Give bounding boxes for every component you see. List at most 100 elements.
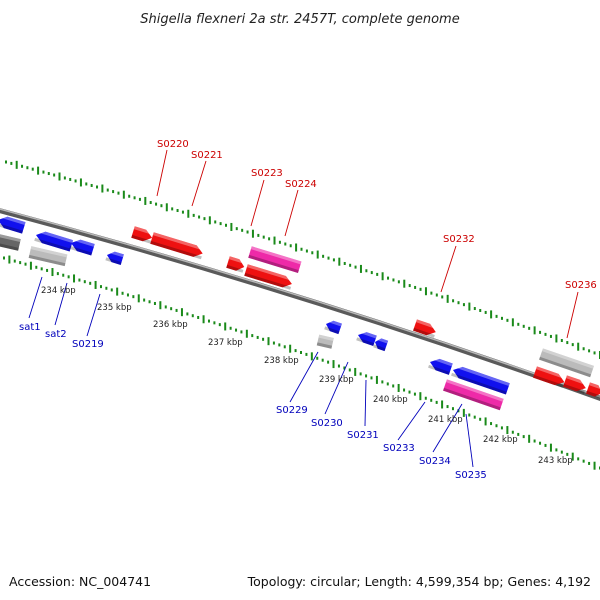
ruler-tick: [230, 222, 233, 231]
ruler-tick: [284, 242, 287, 246]
ruler-tick: [310, 352, 313, 361]
gene-label-S0223[interactable]: S0223: [251, 168, 283, 179]
ruler-tick: [138, 197, 141, 201]
ruler-tick: [214, 220, 217, 224]
gene-label-sat2[interactable]: sat2: [45, 329, 67, 340]
gene-shine: [228, 256, 247, 265]
ruler-tick: [35, 265, 38, 269]
ruler-tick: [5, 160, 7, 164]
ruler-tick: [555, 334, 558, 343]
ruler-tick: [311, 251, 314, 255]
ruler-tick: [468, 413, 471, 417]
ruler-tick: [56, 272, 59, 276]
gene-body: [0, 234, 21, 251]
ruler-tick: [63, 176, 66, 180]
gene-shade: [244, 272, 292, 290]
gene-label-S0230[interactable]: S0230: [311, 418, 343, 429]
ruler-tick: [549, 443, 552, 452]
gene-unlabeled-left: [0, 234, 21, 251]
gene-shade: [226, 264, 244, 273]
leader-line: [440, 245, 457, 293]
gene-label-S0236[interactable]: S0236: [565, 280, 597, 291]
gene-S0219: [105, 249, 124, 265]
ruler-tick: [133, 196, 136, 200]
gene-label-S0221[interactable]: S0221: [191, 150, 223, 161]
ruler-tick: [262, 337, 265, 341]
ruler-tick: [51, 268, 54, 277]
gene-body: [443, 379, 504, 411]
gene-body: [131, 226, 153, 242]
gene-label-S0232[interactable]: S0232: [443, 234, 475, 245]
ruler-tick: [462, 303, 465, 307]
ruler-tick: [144, 196, 147, 205]
gene-shade: [0, 242, 19, 251]
gene-S0232: [413, 319, 438, 338]
leader-line: [250, 179, 265, 227]
ruler-tick: [354, 265, 357, 269]
ruler-tick: [89, 281, 92, 285]
gene-S0237: [563, 375, 588, 394]
gene-shine: [0, 234, 21, 243]
ruler-tick: [337, 364, 340, 368]
gene-shine: [246, 264, 294, 282]
gene-shade: [316, 342, 333, 349]
leader-line: [397, 401, 426, 441]
gene-label-S0234[interactable]: S0234: [419, 456, 451, 467]
ruler-tick: [15, 160, 18, 169]
gene-label-S0224[interactable]: S0224: [285, 179, 317, 190]
ruler-tick: [128, 194, 131, 198]
tick-label-240: 240 kbp: [373, 395, 408, 405]
gene-label-S0233[interactable]: S0233: [383, 443, 415, 454]
gene-shade: [451, 372, 507, 395]
gene-shade: [533, 374, 564, 388]
gene-S0231: [356, 329, 377, 347]
ruler-tick: [40, 267, 43, 271]
gene-shine: [250, 246, 302, 265]
ruler-tick: [21, 164, 24, 168]
ruler-tick: [305, 249, 308, 253]
ruler-tick: [283, 345, 286, 349]
gene-label-S0235[interactable]: S0235: [455, 470, 487, 481]
gene-body: [248, 246, 302, 273]
ruler-tick: [148, 300, 151, 304]
ruler-tick: [26, 166, 29, 170]
gene-label-S0220[interactable]: S0220: [157, 139, 189, 150]
ruler-tick: [533, 439, 536, 443]
gene-unlabeled-sat: [28, 246, 68, 267]
ruler-tick: [582, 459, 585, 463]
ruler-tick: [47, 172, 50, 176]
gene-body: [375, 338, 389, 352]
ruler-tick: [332, 360, 335, 369]
gene-shade: [105, 257, 122, 265]
ruler-tick: [528, 326, 531, 330]
gene-label-S0231[interactable]: S0231: [347, 430, 379, 441]
gene-label-sat1[interactable]: sat1: [19, 322, 41, 333]
gene-shade: [248, 254, 299, 273]
ruler-tick: [414, 285, 417, 289]
ruler-tick: [560, 450, 563, 454]
ruler-tick: [153, 301, 156, 305]
ruler-tick: [560, 339, 563, 343]
gene-label-S0229[interactable]: S0229: [276, 405, 308, 416]
gene-shade: [586, 390, 600, 399]
ruler-tick: [99, 285, 102, 289]
ruler-tick: [58, 172, 61, 181]
ruler-tick: [278, 343, 281, 347]
ruler-tick: [235, 328, 238, 332]
gene-label-S0219[interactable]: S0219: [72, 339, 104, 350]
ruler-tick: [251, 229, 254, 238]
ruler-tick: [349, 263, 352, 267]
ruler-tick: [500, 426, 503, 430]
ruler-tick: [571, 452, 574, 461]
ruler-tick: [218, 323, 221, 327]
ruler-tick: [10, 161, 13, 165]
ruler-tick: [392, 384, 395, 388]
ruler-tick: [365, 374, 368, 378]
gene-sat1: [34, 229, 74, 252]
ruler-tick: [332, 258, 335, 262]
gene-shine: [358, 329, 377, 339]
ruler-tick: [571, 343, 574, 347]
ruler-tick: [8, 255, 11, 264]
ruler-tick: [506, 318, 509, 322]
gene-sat2: [69, 237, 95, 256]
